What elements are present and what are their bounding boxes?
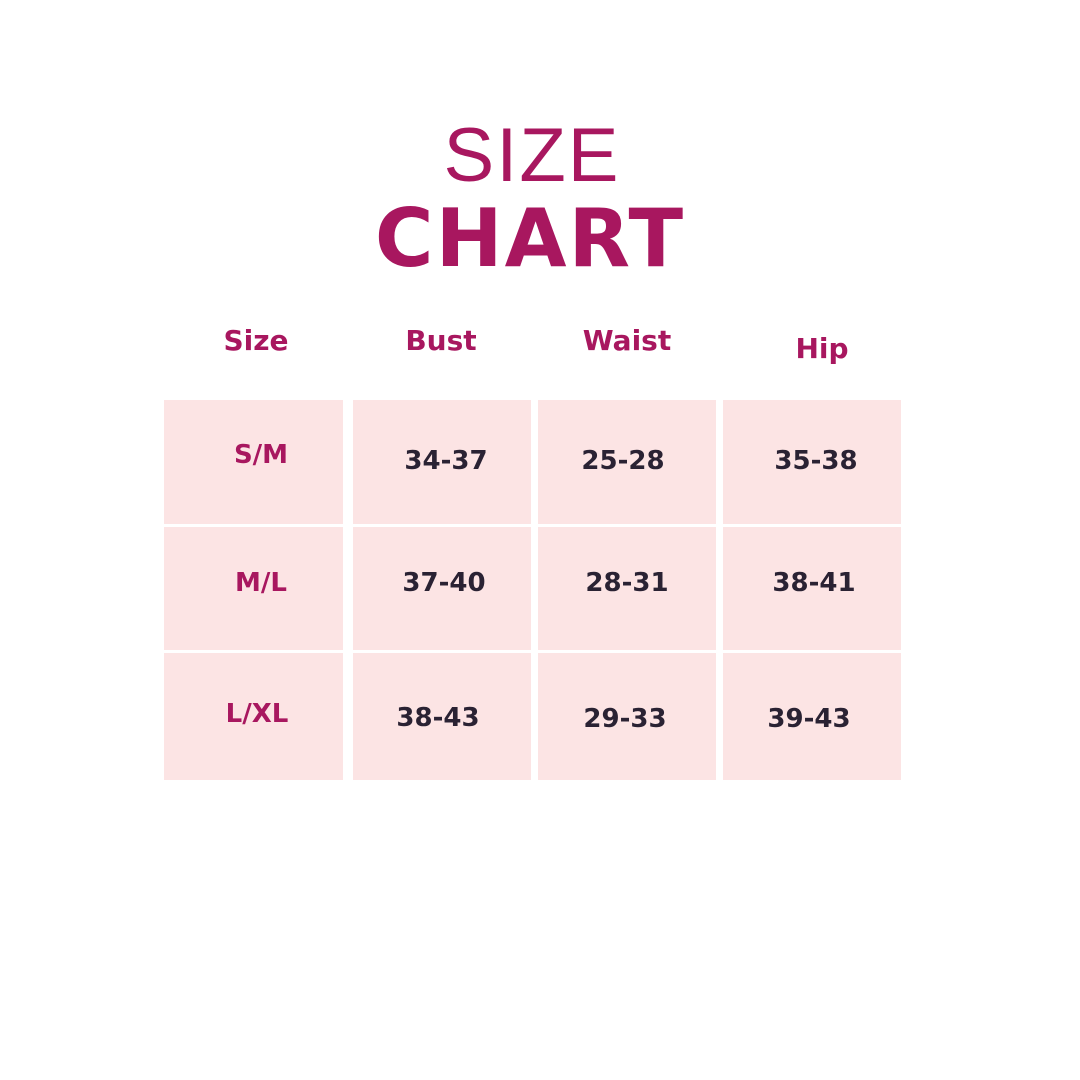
header-size: Size <box>223 324 289 357</box>
measurement-value: 37-40 <box>402 568 486 598</box>
table-cell <box>538 527 716 650</box>
header-bust: Bust <box>405 324 477 357</box>
size-label: M/L <box>235 568 287 598</box>
measurement-value: 39-43 <box>767 704 851 734</box>
title-chart: CHART <box>374 192 686 285</box>
measurement-value: 38-43 <box>396 703 480 733</box>
table-cell <box>723 527 901 650</box>
measurement-value: 29-33 <box>583 704 667 734</box>
size-label: S/M <box>233 440 289 470</box>
header-waist: Waist <box>582 324 672 357</box>
measurement-value: 35-38 <box>774 446 858 476</box>
measurement-value: 38-41 <box>772 568 856 598</box>
header-hip: Hip <box>795 332 849 365</box>
table-cell <box>164 653 343 780</box>
table-cell <box>353 527 531 650</box>
table-cell <box>353 653 531 780</box>
table-cell <box>723 653 901 780</box>
measurement-value: 34-37 <box>404 446 488 476</box>
table-cell <box>538 400 716 524</box>
table-cell <box>538 653 716 780</box>
table-cell <box>164 527 343 650</box>
size-label: L/XL <box>225 699 289 729</box>
table-cell <box>723 400 901 524</box>
table-cell <box>353 400 531 524</box>
measurement-value: 25-28 <box>581 446 665 476</box>
measurement-value: 28-31 <box>585 568 669 598</box>
table-cell <box>164 400 343 524</box>
title-size: SIZE <box>443 113 621 198</box>
